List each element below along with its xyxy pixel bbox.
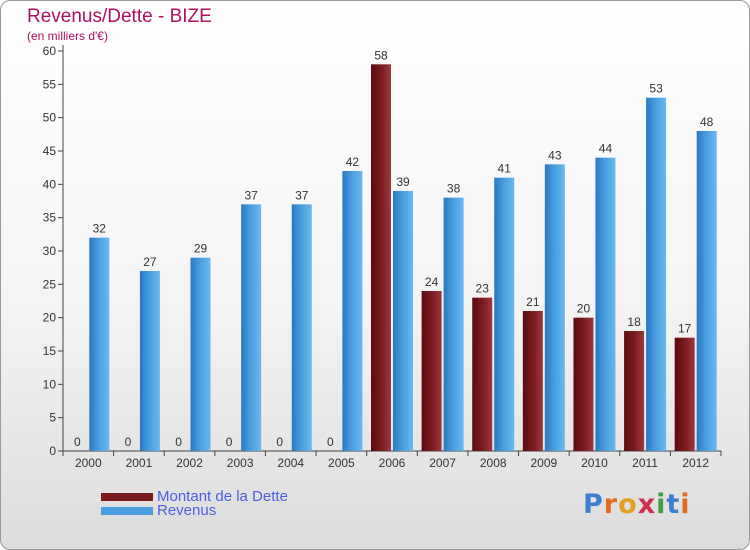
x-tick-label: 2011: [632, 456, 658, 470]
bar-revenus: [393, 191, 413, 451]
y-tick-label: 5: [49, 411, 56, 425]
legend-item-dette: Montant de la Dette: [101, 488, 288, 505]
y-tick-label: 25: [43, 277, 57, 291]
bar-revenus: [291, 204, 312, 451]
bar-revenus: [544, 164, 565, 452]
legend-label-dette: Montant de la Dette: [157, 488, 288, 505]
data-label-dette: 58: [374, 48, 388, 62]
data-label-dette: 0: [125, 435, 132, 449]
y-tick-label: 15: [43, 344, 57, 358]
data-label-revenus: 37: [295, 188, 309, 202]
x-tick-label: 2012: [682, 456, 709, 470]
bar-revenus: [646, 97, 667, 452]
x-tick-label: 2010: [581, 456, 608, 470]
data-label-revenus: 39: [396, 175, 410, 189]
logo-letter: o: [618, 489, 638, 520]
logo-letter: P: [583, 489, 604, 520]
x-tick-label: 2002: [176, 456, 203, 470]
data-label-revenus: 32: [93, 222, 107, 236]
y-tick-label: 35: [43, 211, 57, 225]
data-label-revenus: 48: [700, 115, 714, 129]
data-label-revenus: 43: [548, 148, 562, 162]
logo-letter: t: [666, 489, 681, 520]
data-label-revenus: 53: [649, 82, 663, 96]
data-label-dette: 23: [476, 282, 490, 296]
logo-letter: x: [637, 489, 657, 520]
data-label-dette: 0: [175, 435, 182, 449]
legend-item-revenus: Revenus: [101, 502, 216, 519]
bar-revenus: [595, 157, 616, 451]
data-label-revenus: 38: [447, 182, 461, 196]
bar-dette: [573, 317, 594, 451]
logo-letter: i: [680, 489, 691, 520]
x-tick-label: 2004: [277, 456, 304, 470]
bar-revenus: [342, 171, 363, 451]
data-label-dette: 0: [276, 435, 283, 449]
y-tick-label: 40: [43, 177, 57, 191]
x-tick-label: 2006: [379, 456, 406, 470]
logo-letter: r: [603, 489, 619, 520]
bar-dette: [522, 311, 543, 451]
legend-label-revenus: Revenus: [157, 502, 217, 519]
data-label-revenus: 29: [194, 242, 208, 256]
y-tick-label: 10: [43, 377, 57, 391]
y-tick-label: 50: [43, 111, 57, 125]
bar-revenus: [139, 271, 160, 451]
data-label-dette: 0: [74, 435, 81, 449]
data-label-revenus: 27: [143, 255, 157, 269]
data-label-revenus: 44: [599, 142, 613, 156]
bar-dette: [472, 297, 493, 451]
y-tick-label: 30: [43, 244, 57, 258]
bar-revenus: [494, 177, 515, 451]
data-label-revenus: 42: [346, 155, 360, 169]
x-tick-label: 2009: [530, 456, 557, 470]
x-tick-label: 2001: [126, 456, 153, 470]
y-tick-label: 60: [43, 44, 57, 58]
x-tick-label: 2000: [75, 456, 102, 470]
data-label-dette: 24: [425, 275, 439, 289]
chart-title: Revenus/Dette - BIZE: [27, 6, 212, 27]
bar-dette: [421, 291, 442, 451]
data-label-dette: 0: [327, 435, 334, 449]
proxiti-logo: Proxiti: [583, 489, 691, 520]
x-tick-label: 2005: [328, 456, 355, 470]
legend-swatch-revenus: [101, 506, 153, 515]
chart-subtitle: (en milliers d'€): [27, 29, 108, 43]
bar-revenus: [696, 131, 717, 451]
x-tick-label: 2008: [480, 456, 507, 470]
y-tick-label: 55: [43, 77, 57, 91]
bar-revenus: [89, 237, 110, 451]
y-tick-label: 20: [43, 311, 57, 325]
y-tick-label: 45: [43, 144, 57, 158]
bar-revenus: [241, 204, 262, 451]
data-label-dette: 18: [627, 315, 641, 329]
x-tick-label: 2007: [429, 456, 456, 470]
y-tick-label: 0: [49, 444, 56, 458]
bar-revenus: [190, 257, 211, 451]
data-label-dette: 21: [526, 295, 540, 309]
data-label-dette: 0: [226, 435, 233, 449]
bar-dette: [624, 331, 645, 451]
data-label-revenus: 37: [244, 188, 258, 202]
x-tick-label: 2003: [227, 456, 254, 470]
data-label-dette: 17: [678, 322, 692, 336]
legend-swatch-dette: [101, 492, 153, 501]
bar-dette: [371, 64, 391, 452]
bar-revenus: [443, 197, 464, 451]
data-label-revenus: 41: [498, 162, 512, 176]
data-label-dette: 20: [577, 302, 591, 316]
logo-letter: i: [656, 489, 667, 520]
bar-dette: [674, 337, 695, 451]
